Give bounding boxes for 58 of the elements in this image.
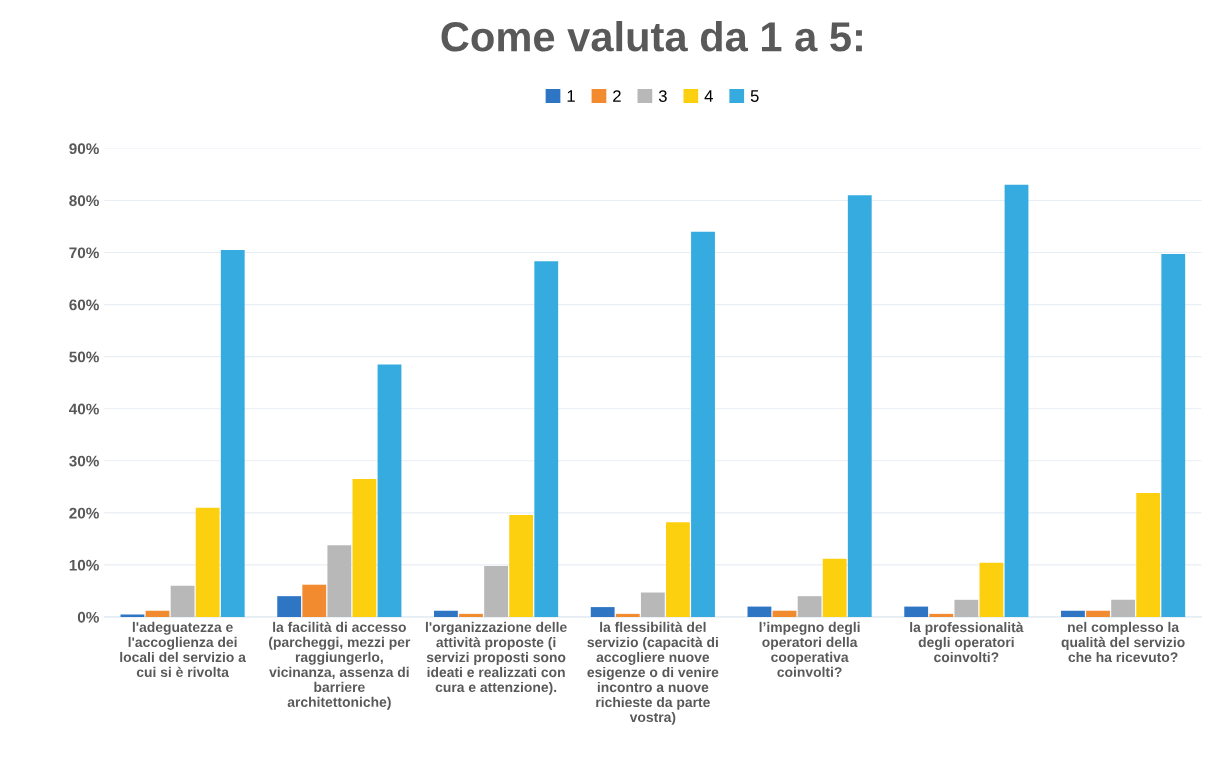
bar (590, 607, 615, 617)
x-tick-label: l'organizzazione delle attività proposte (i servizi proposti sono ideati e realizzati con cura e attenzione). (425, 621, 567, 695)
bar (534, 261, 559, 617)
x-tick-label: la facilità di accesso (parcheggi, mezzi per raggiungerlo, vicinanza, assenza di barriere architettoniche) (269, 621, 411, 710)
bar (170, 585, 195, 617)
bar (954, 599, 979, 617)
bar (691, 231, 715, 617)
bar (1061, 610, 1085, 617)
bar (509, 514, 534, 617)
legend-label: 3 (658, 90, 667, 102)
bar (772, 610, 797, 617)
bar (120, 614, 145, 617)
y-tick-label: 50% (69, 351, 99, 363)
bar (797, 596, 822, 617)
bar (904, 606, 929, 617)
y-tick-label: 40% (69, 403, 99, 415)
x-tick-label: l'adeguatezza e l'accoglienza dei locali del servizio a cui si è rivolta (120, 621, 246, 678)
legend-label: 1 (567, 90, 575, 102)
bar (1004, 184, 1029, 617)
y-tick-label: 10% (69, 559, 99, 571)
chart-title: Come valuta da 1 a 5: (441, 20, 862, 52)
bar (327, 545, 352, 617)
x-tick-label: la professionalità degli operatori coinvolti? (910, 621, 1024, 663)
legend-label: 4 (704, 90, 713, 102)
bar (747, 606, 772, 617)
bar (666, 522, 690, 617)
y-tick-label: 80% (69, 195, 99, 207)
legend-label: 2 (613, 90, 621, 102)
bar (1111, 599, 1136, 617)
x-tick-label: l’impegno degli operatori della cooperativa coinvolti? (759, 621, 860, 677)
x-tick-label: nel complesso la qualità del servizio che ha ricevuto? (1061, 621, 1185, 663)
y-tick-label: 70% (69, 247, 99, 259)
y-tick-label: 90% (69, 143, 99, 155)
bar (929, 613, 954, 617)
bar (1161, 254, 1186, 617)
bar (847, 195, 872, 617)
bar (459, 613, 483, 617)
bar (220, 249, 245, 617)
y-tick-label: 60% (69, 299, 99, 311)
bar (145, 610, 170, 617)
bar (615, 613, 640, 617)
bar (484, 565, 509, 617)
y-tick-label: 30% (69, 455, 99, 467)
bar (377, 364, 402, 617)
bar (979, 562, 1004, 617)
bar (1136, 493, 1161, 617)
y-tick-label: 0% (77, 611, 99, 623)
legend-label: 5 (750, 90, 759, 102)
bar (1086, 610, 1110, 617)
bar (352, 479, 377, 617)
bar (434, 610, 458, 617)
bar (195, 507, 220, 617)
bar (302, 584, 327, 617)
bar (822, 558, 847, 617)
x-tick-label: la flessibilità del servizio (capacità di accogliere nuove esigenze o di venire incontro a nuove richieste da parte vostra) (587, 621, 719, 725)
y-tick-label: 20% (69, 507, 99, 519)
bar (640, 592, 665, 617)
bar (277, 596, 302, 617)
